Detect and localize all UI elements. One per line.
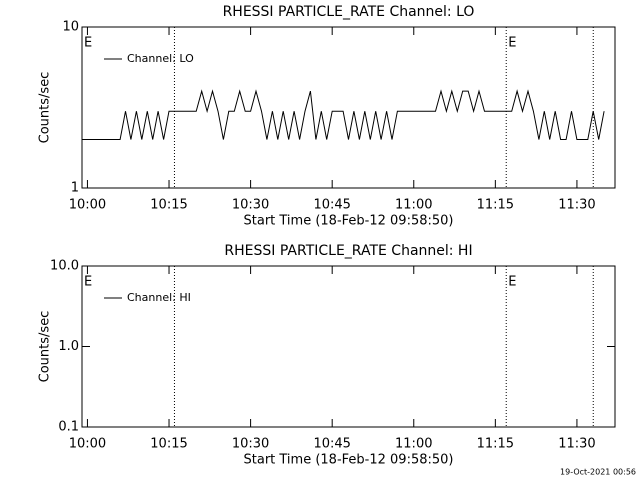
y-tick-label: 10 (62, 20, 79, 35)
annotation: E (508, 275, 516, 290)
annotation: E (84, 275, 92, 290)
footer: 19-Oct-2021 00:56 (560, 468, 636, 477)
data-line (82, 89, 605, 140)
annotation: E (84, 36, 92, 51)
plot-frame (81, 26, 616, 189)
x-tick-label: 10:15 (150, 198, 187, 213)
y-axis-label: Counts/sec (38, 311, 53, 383)
x-tick-label: 11:15 (477, 198, 514, 213)
y-axis-label: Counts/sec (38, 72, 53, 144)
x-tick-label: 10:30 (232, 437, 269, 452)
x-tick-label: 10:15 (150, 437, 187, 452)
y-tick-label: 0.1 (58, 420, 79, 435)
x-axis-label: Start Time (18-Feb-12 09:58:50) (244, 453, 454, 468)
x-tick-label: 10:45 (313, 198, 350, 213)
x-tick-label: 10:45 (313, 437, 350, 452)
x-tick-label: 10:00 (69, 198, 106, 213)
y-tick-label: 10.0 (50, 259, 79, 274)
chart-title: RHESSI PARTICLE_RATE Channel: HI (224, 243, 472, 259)
x-tick-label: 11:15 (477, 437, 514, 452)
x-tick-label: 10:30 (232, 198, 269, 213)
x-tick-label: 11:00 (395, 437, 432, 452)
x-tick-label: 11:30 (558, 198, 595, 213)
y-tick-label: 1 (71, 181, 79, 196)
y-tick-label: 1.0 (58, 339, 79, 354)
x-tick-label: 10:00 (69, 437, 106, 452)
x-tick-label: 11:00 (395, 198, 432, 213)
legend-label: Channel: HI (127, 291, 191, 304)
chart-title: RHESSI PARTICLE_RATE Channel: LO (223, 4, 475, 20)
annotation: E (508, 36, 516, 51)
x-axis-label: Start Time (18-Feb-12 09:58:50) (244, 214, 454, 229)
legend-label: Channel: LO (127, 52, 194, 65)
x-tick-label: 11:30 (558, 437, 595, 452)
